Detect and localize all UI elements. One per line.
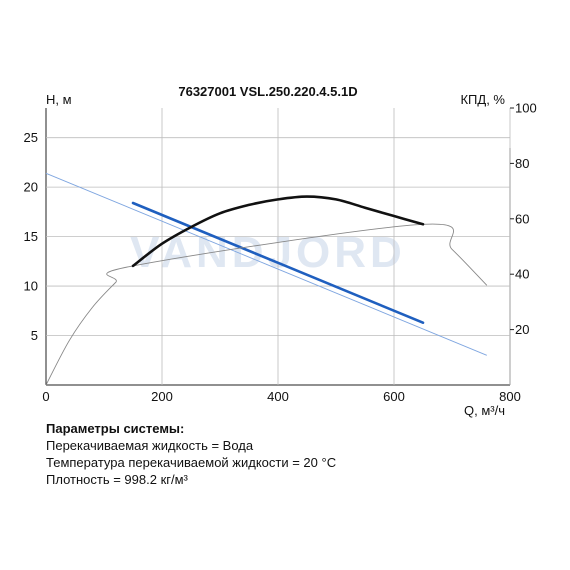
tick-labels: 0 200 400 600 800 5 10 15 20 25 20 40 60 80 100 (24, 101, 537, 405)
x-tick-200: 200 (151, 389, 173, 404)
right-axis-label: КПД, % (460, 92, 505, 107)
x-tick-600: 600 (383, 389, 405, 404)
y-right-tick-80: 80 (515, 156, 529, 171)
x-axis-label: Q, м³/ч (464, 403, 505, 418)
param-temperature: Температура перекачиваемой жидкости = 20… (46, 455, 337, 470)
head-curve-working (131, 201, 425, 324)
x-tick-0: 0 (42, 389, 49, 404)
efficiency-curve-working (131, 195, 425, 268)
y-left-tick-20: 20 (24, 180, 38, 195)
param-liquid: Перекачиваемая жидкость = Вода (46, 438, 254, 453)
pump-curve-chart: VANDJORD 76327001 VSL.250.220.4.5.1D H, … (24, 84, 537, 418)
watermark-logo: VANDJORD (130, 228, 406, 277)
left-axis-label: H, м (46, 92, 72, 107)
system-parameters: Параметры системы: Перекачиваемая жидкос… (46, 420, 336, 488)
series-group (45, 172, 488, 386)
y-right-tick-60: 60 (515, 211, 529, 226)
y-left-tick-25: 25 (24, 130, 38, 145)
y-right-tick-40: 40 (515, 267, 529, 282)
chart-title: 76327001 VSL.250.220.4.5.1D (178, 84, 357, 99)
grid (45, 107, 514, 386)
y-left-tick-5: 5 (31, 328, 38, 343)
head-curve-extended (45, 172, 487, 356)
x-tick-800: 800 (499, 389, 521, 404)
params-heading: Параметры системы: (46, 421, 185, 436)
y-left-tick-10: 10 (24, 279, 38, 294)
y-right-tick-100: 100 (515, 101, 537, 116)
param-density: Плотность = 998.2 кг/м³ (46, 472, 188, 487)
x-tick-400: 400 (267, 389, 289, 404)
y-right-tick-20: 20 (515, 322, 529, 337)
y-left-tick-15: 15 (24, 229, 38, 244)
